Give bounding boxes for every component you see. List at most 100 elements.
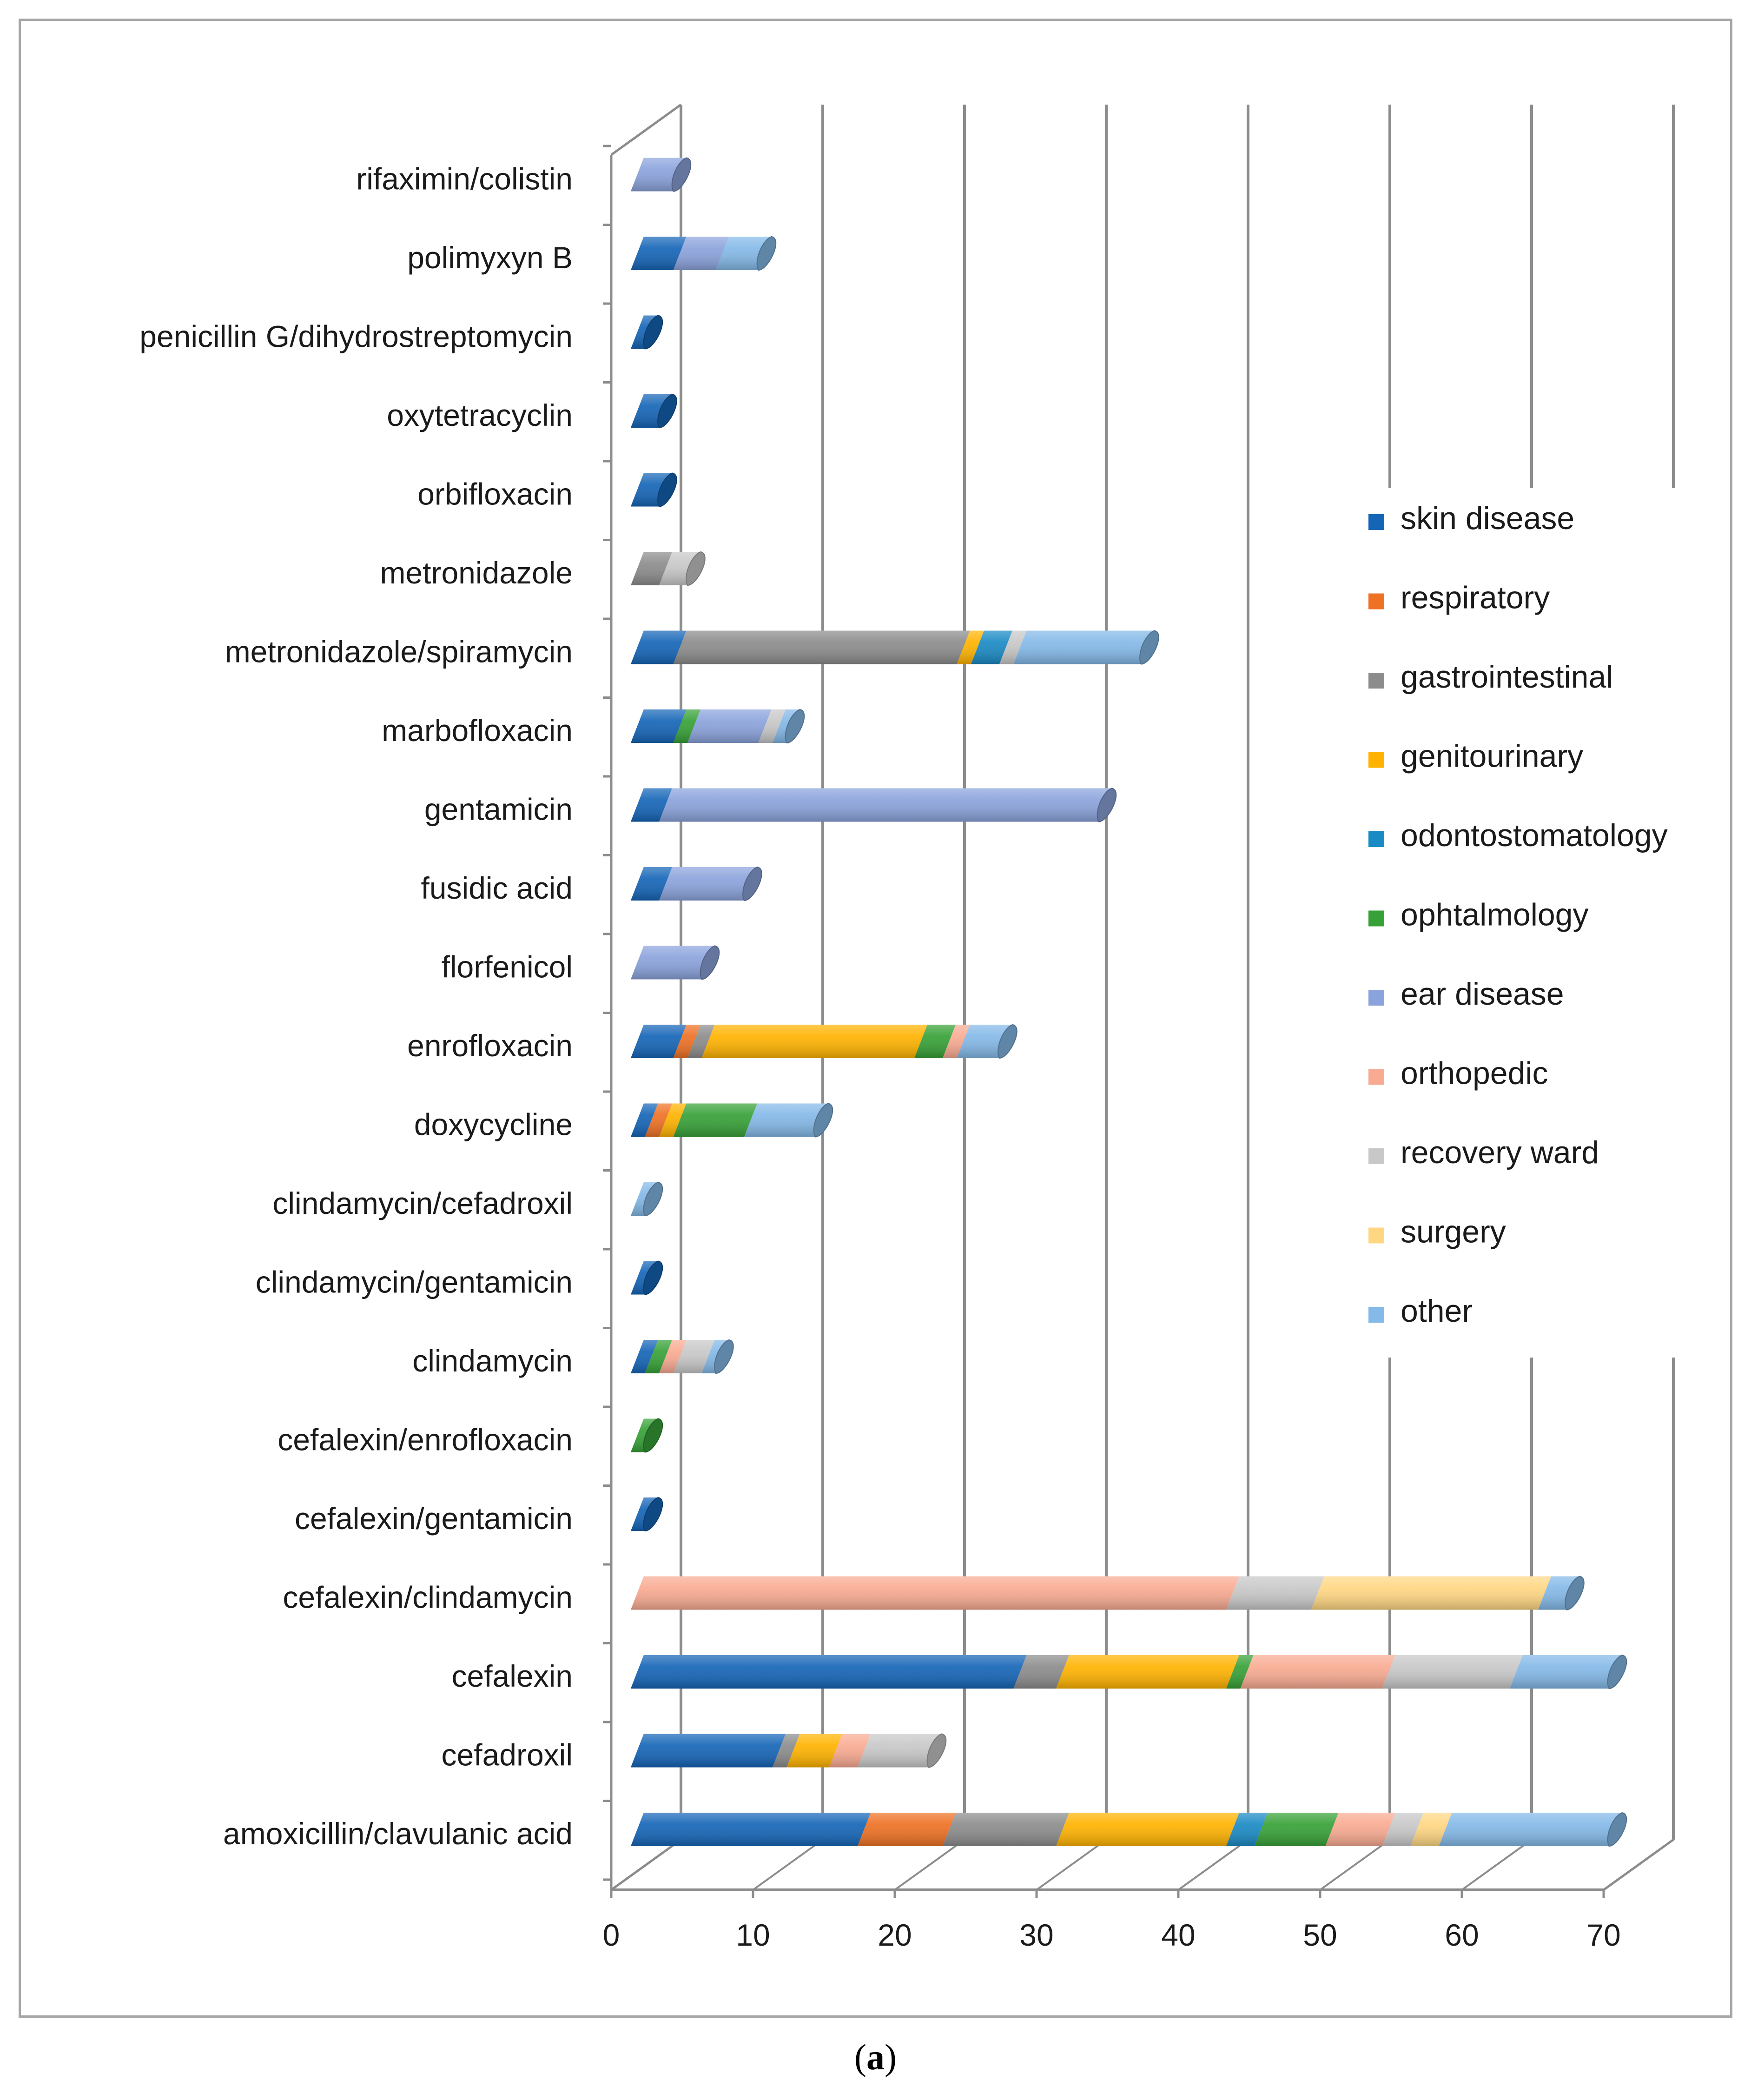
bar-segment-shading bbox=[858, 1734, 942, 1768]
bar-group-marbofloxacin bbox=[631, 709, 805, 744]
bar-group-clindamycin-gentamicin bbox=[631, 1260, 663, 1295]
category-label-cefalexin-gentamicin: cefalexin/gentamicin bbox=[295, 1501, 573, 1536]
floor-left-edge bbox=[610, 1838, 682, 1891]
bar-segment-shading bbox=[631, 1813, 871, 1846]
bar-segment-shading bbox=[999, 630, 1027, 664]
floor-gridline bbox=[1177, 1839, 1249, 1891]
bar-end-cap bbox=[1607, 1812, 1627, 1847]
caption-letter: a bbox=[866, 2037, 885, 2077]
category-label-doxycycline: doxycycline bbox=[414, 1107, 573, 1142]
category-label-oxytetracyclin: oxytetracyclin bbox=[387, 398, 573, 432]
category-label-marbofloxacin: marbofloxacin bbox=[382, 713, 573, 748]
bar-end-cap bbox=[1607, 1654, 1627, 1689]
bar-end-cap bbox=[1139, 630, 1159, 665]
bar-group-amoxicillin-clavulanic-acid bbox=[631, 1812, 1627, 1847]
x-tick-label-70: 70 bbox=[1586, 1918, 1620, 1952]
floor-gridline bbox=[894, 1839, 965, 1891]
legend-swatch-gastrointestinal bbox=[1368, 673, 1384, 689]
bar-group-florfenicol bbox=[631, 945, 720, 980]
bar-segment-shading bbox=[1226, 1576, 1324, 1610]
category-label-rifaximin-colistin: rifaximin/colistin bbox=[356, 162, 573, 196]
bar-segment-shading bbox=[1439, 1813, 1622, 1846]
legend-background bbox=[1353, 488, 1715, 1358]
bar-segment-shading bbox=[1311, 1576, 1551, 1610]
legend-swatch-other bbox=[1368, 1307, 1384, 1323]
bar-group-metronidazole-spiramycin bbox=[631, 630, 1159, 665]
category-label-clindamycin-cefadroxil: clindamycin/cefadroxil bbox=[272, 1186, 573, 1220]
bar-segment-shading bbox=[1013, 630, 1154, 664]
bar-segment-shading bbox=[659, 1103, 687, 1137]
legend-swatch-recovery-ward bbox=[1368, 1148, 1384, 1164]
caption-close: ) bbox=[885, 2037, 897, 2077]
bar-segment-shading bbox=[858, 1813, 956, 1846]
bar-segment-shading bbox=[1056, 1655, 1239, 1689]
legend-swatch-orthopedic bbox=[1368, 1069, 1384, 1085]
bar-group-cefalexin-gentamicin bbox=[631, 1497, 663, 1532]
floor-gridline bbox=[1319, 1839, 1391, 1891]
category-axis: amoxicillin/clavulanic acid cefadroxil cef… bbox=[139, 145, 611, 1881]
bar-segment-shading bbox=[943, 1025, 970, 1058]
bar-group-clindamycin bbox=[631, 1339, 734, 1374]
bar-end-cap bbox=[643, 315, 663, 350]
bar-segment-shading bbox=[631, 1655, 1027, 1689]
category-label-metronidazole: metronidazole bbox=[380, 556, 573, 590]
legend-swatch-ophtalmology bbox=[1368, 910, 1384, 927]
category-label-gentamicin: gentamicin bbox=[424, 792, 573, 827]
bar-segment-shading bbox=[1382, 1813, 1424, 1846]
bar-segment-shading bbox=[631, 1340, 658, 1373]
legend-swatch-genitourinary bbox=[1368, 752, 1384, 768]
bar-group-cefalexin bbox=[631, 1654, 1627, 1689]
legend-label-genitourinary: genitourinary bbox=[1401, 739, 1583, 774]
bar-segment-shading bbox=[1255, 1813, 1339, 1846]
bar-end-cap bbox=[785, 709, 805, 744]
bar-segment-shading bbox=[687, 709, 772, 743]
legend-swatch-skin-disease bbox=[1368, 514, 1384, 530]
category-label-penicillin-g-dihydrostreptomycin: penicillin G/dihydrostreptomycin bbox=[139, 319, 573, 354]
bar-segment-shading bbox=[631, 1103, 658, 1137]
category-label-florfenicol: florfenicol bbox=[442, 950, 573, 984]
bar-group-clindamycin-cefadroxil bbox=[631, 1181, 663, 1217]
bar-segment-shading bbox=[1226, 1655, 1254, 1689]
bar-end-cap bbox=[643, 1260, 663, 1295]
legend-label-ear-disease: ear disease bbox=[1401, 976, 1564, 1012]
bar-end-cap bbox=[998, 1024, 1018, 1059]
bar-end-cap bbox=[926, 1733, 947, 1768]
legend-swatch-odontostomatology bbox=[1368, 831, 1384, 847]
category-label-enrofloxacin: enrofloxacin bbox=[407, 1028, 573, 1063]
legend-label-orthopedic: orthopedic bbox=[1401, 1056, 1548, 1091]
bar-segment-shading bbox=[1056, 1813, 1239, 1846]
category-label-fusidic-acid: fusidic acid bbox=[421, 871, 573, 905]
bar-group-oxytetracyclin bbox=[631, 393, 677, 429]
bar-group-doxycycline bbox=[631, 1103, 833, 1138]
legend-swatch-respiratory bbox=[1368, 593, 1384, 609]
floor-gridline bbox=[1603, 1839, 1674, 1891]
bar-end-cap bbox=[671, 157, 692, 192]
bar-end-cap bbox=[714, 1339, 734, 1374]
bar-end-cap bbox=[657, 472, 677, 507]
bar-segment-shading bbox=[1013, 1655, 1069, 1689]
bar-segment-shading bbox=[1410, 1813, 1452, 1846]
bar-group-metronidazole bbox=[631, 551, 706, 586]
bar-segment-shading bbox=[1382, 1655, 1523, 1689]
bar-segment-shading bbox=[673, 1340, 715, 1373]
bar-segment-shading bbox=[631, 552, 672, 585]
bar-segment-shading bbox=[1510, 1655, 1622, 1689]
caption-open: ( bbox=[854, 2037, 866, 2077]
bar-segment-shading bbox=[659, 788, 1112, 822]
bar-segment-shading bbox=[631, 1576, 1239, 1610]
bar-group-orbifloxacin bbox=[631, 472, 677, 507]
bar-segment-shading bbox=[687, 1025, 715, 1058]
bar-end-cap bbox=[686, 551, 706, 586]
bar-segment-shading bbox=[673, 237, 729, 270]
legend: skin disease respiratory gastrointestinal g… bbox=[1353, 488, 1715, 1358]
bar-group-fusidic-acid bbox=[631, 866, 762, 901]
bar-segment-shading bbox=[786, 1734, 842, 1768]
legend-swatch-ear-disease bbox=[1368, 990, 1384, 1006]
bar-end-cap bbox=[643, 1418, 663, 1453]
bar-segment-shading bbox=[943, 1813, 1069, 1846]
legend-label-ophtalmology: ophtalmology bbox=[1401, 897, 1588, 933]
category-label-polimyxyn-b: polimyxyn B bbox=[407, 240, 573, 275]
bar-segment-shading bbox=[631, 237, 687, 270]
legend-swatch-surgery bbox=[1368, 1227, 1384, 1244]
bar-segment-shading bbox=[1240, 1655, 1395, 1689]
